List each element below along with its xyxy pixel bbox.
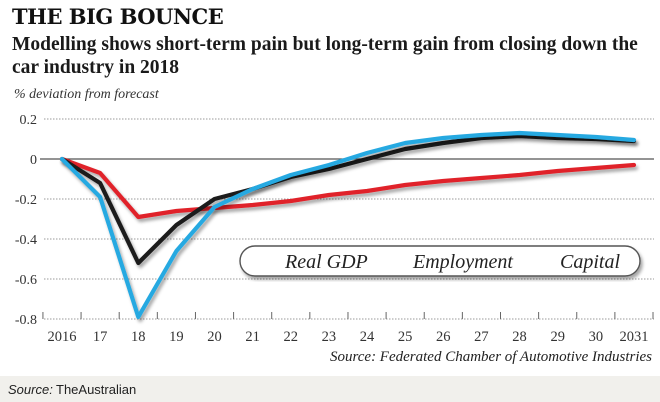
y-axis-label: % deviation from forecast: [14, 87, 159, 102]
y-tick-label: -0.6: [15, 273, 37, 288]
y-tick-label: -0.2: [15, 193, 37, 208]
x-tick-label: 29: [550, 329, 565, 345]
x-tick-label: 2031: [619, 329, 648, 345]
legend-box: [239, 245, 641, 277]
x-tick-label: 30: [589, 329, 604, 345]
x-tick-label: 19: [169, 329, 184, 345]
x-axis: 2016 17 18 19 20 21 22 23 24 25 26 27 28 29 30 2031: [42, 312, 654, 345]
x-tick-label: 25: [398, 329, 413, 345]
legend-label-capital: Capital: [560, 251, 620, 273]
chart-title: THE BIG BOUNCE: [12, 4, 224, 29]
footer-source-value: TheAustralian: [56, 382, 137, 397]
series-line-employment: [59, 130, 637, 320]
line-chart: 0.20-0.2-0.4-0.6-0.8 2016 17 18 19 20 21 22 23 2…: [15, 113, 654, 345]
x-tick-label: 17: [93, 329, 108, 345]
y-tick-label: 0: [30, 153, 37, 168]
x-tick-label: 21: [245, 329, 260, 345]
x-tick-label: 26: [436, 329, 451, 345]
gridlines: [40, 118, 654, 320]
legend: Real GDP Employment Capital: [239, 245, 641, 277]
legend-label-employment: Employment: [412, 251, 513, 273]
x-tick-label: 24: [360, 329, 375, 345]
y-axis: 0.2 0 -0.2 -0.4 -0.6 -0.8: [15, 113, 37, 328]
y-tick-label: -0.4: [15, 233, 37, 248]
x-tick-label: 18: [131, 329, 146, 345]
series-lines: [59, 130, 637, 320]
chart-source: Source: Federated Chamber of Automotive …: [329, 349, 652, 365]
x-tick-label: 2016: [48, 329, 77, 345]
y-tick-label: -0.8: [15, 313, 37, 328]
footer: Source: TheAustralian: [0, 376, 660, 402]
x-tick-label: 27: [474, 329, 489, 345]
x-tick-label: 23: [322, 329, 337, 345]
x-tick-label: 22: [284, 329, 299, 345]
series-line-capital: [59, 156, 637, 220]
series-line-real-gdp: [59, 133, 637, 266]
legend-label-real-gdp: Real GDP: [284, 251, 368, 273]
footer-source-label: Source:: [8, 382, 53, 397]
chart-subtitle: Modelling shows short-term pain but long…: [12, 34, 638, 78]
x-tick-label: 20: [207, 329, 222, 345]
y-tick-label: 0.2: [20, 113, 38, 128]
x-tick-label: 28: [512, 329, 527, 345]
